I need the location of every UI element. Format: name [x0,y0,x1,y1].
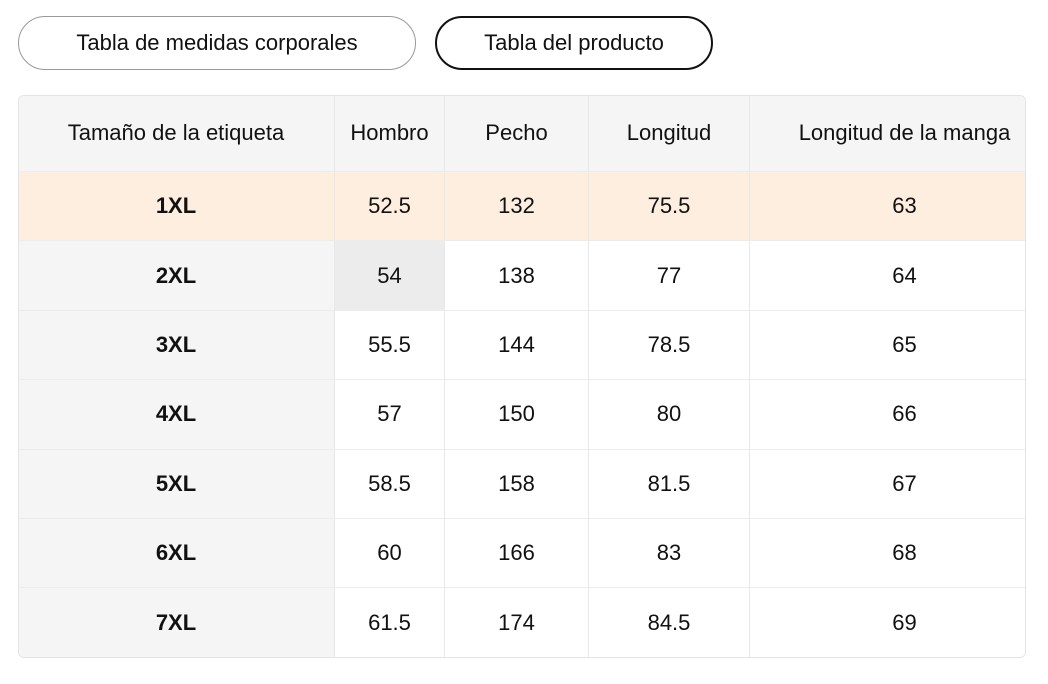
measure-cell: 158 [445,449,589,519]
measure-cell: 60 [315,519,445,589]
measure-cell: 132 [445,172,589,242]
size-label: 2XL [19,241,335,311]
measure-cell: 66 [750,380,1025,450]
measure-cell: 54 [315,241,445,311]
measure-cell: 67 [750,449,1025,519]
measure-cell: 83 [589,519,750,589]
size-table: Hombro 52.5 54 55.5 57 58.5 60 61.5 Pecho 132 138 1… [18,95,1026,658]
measure-cell: 77 [589,241,750,311]
measure-cell: 55.5 [315,310,445,381]
measure-cell: 52.5 [315,172,445,242]
measure-cell: 64 [750,241,1025,311]
size-label: 3XL [19,310,335,381]
size-label: 4XL [19,380,335,450]
measure-cell: 65 [750,310,1025,381]
measure-cell: 144 [445,310,589,381]
column-header: Hombro [315,96,445,172]
measure-cell: 58.5 [315,449,445,519]
column-header: Longitud [589,96,750,172]
size-label: 1XL [19,172,335,242]
tab[interactable]: Tabla de medidas corporales [18,16,416,70]
measure-cell: 84.5 [589,588,750,657]
measure-cell: 68 [750,519,1025,589]
measure-cell: 78.5 [589,310,750,381]
measure-cell: 63 [750,172,1025,242]
tab-active[interactable]: Tabla del producto [435,16,713,70]
measure-cell: 57 [315,380,445,450]
measure-cell: 174 [445,588,589,657]
size-label: 7XL [19,588,335,657]
measure-cell: 166 [445,519,589,589]
measure-cell: 150 [445,380,589,450]
measure-cell: 61.5 [315,588,445,657]
measure-cell: 80 [589,380,750,450]
column-header: Tamaño de la etiqueta [19,96,335,172]
size-label: 6XL [19,519,335,589]
column-header: Longitud de la manga [750,96,1025,172]
measure-cell: 75.5 [589,172,750,242]
measure-cell: 81.5 [589,449,750,519]
measure-cell: 69 [750,588,1025,657]
size-label: 5XL [19,449,335,519]
column-header: Pecho [445,96,589,172]
measure-cell: 138 [445,241,589,311]
